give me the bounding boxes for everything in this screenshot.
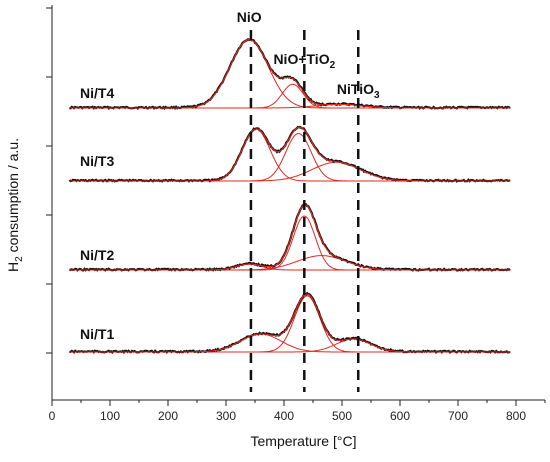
x-axis-title: Temperature [°C]: [251, 433, 357, 449]
fit-peak: [69, 83, 511, 109]
x-tick-label: 100: [100, 409, 120, 423]
series-label: Ni/T2: [80, 247, 114, 263]
fit-peak: [69, 333, 511, 353]
fit-sum-curve: [69, 126, 511, 182]
fit-peak: [69, 133, 511, 182]
measured-curves: [68, 37, 511, 355]
series-label: Ni/T4: [80, 85, 114, 101]
x-tick-label: 400: [274, 409, 294, 423]
x-tick-label: 800: [506, 409, 526, 423]
x-tick-label: 0: [49, 409, 56, 423]
x-tick-label: 600: [390, 409, 410, 423]
x-tick-label: 700: [448, 409, 468, 423]
reference-lines: [249, 30, 360, 392]
fit-curves: [69, 39, 511, 353]
fit-sum-curve: [69, 204, 511, 271]
peak-annotation: NiTiO3: [337, 81, 380, 101]
measured-curve: [69, 37, 511, 111]
peak-annotation: NiO: [237, 9, 262, 25]
fit-sum-curve: [69, 293, 511, 353]
fit-peak: [69, 39, 511, 109]
fit-peak: [69, 161, 511, 182]
series-label: Ni/T3: [80, 153, 114, 169]
y-axis-title: H2 consumption / a.u.: [5, 138, 25, 272]
fit-sum-curve: [69, 39, 511, 109]
x-tick-label: 500: [332, 409, 352, 423]
x-tick-label: 200: [158, 409, 178, 423]
measured-curve: [68, 202, 511, 272]
x-tick-label: 300: [216, 409, 236, 423]
series-label: Ni/T1: [80, 326, 114, 342]
measured-curve: [68, 125, 511, 183]
peak-annotation: NiO+TiO2: [273, 51, 335, 71]
axes: 0 100 200 300 400 500 600 700 800 Temperature [°C…: [5, 5, 546, 449]
